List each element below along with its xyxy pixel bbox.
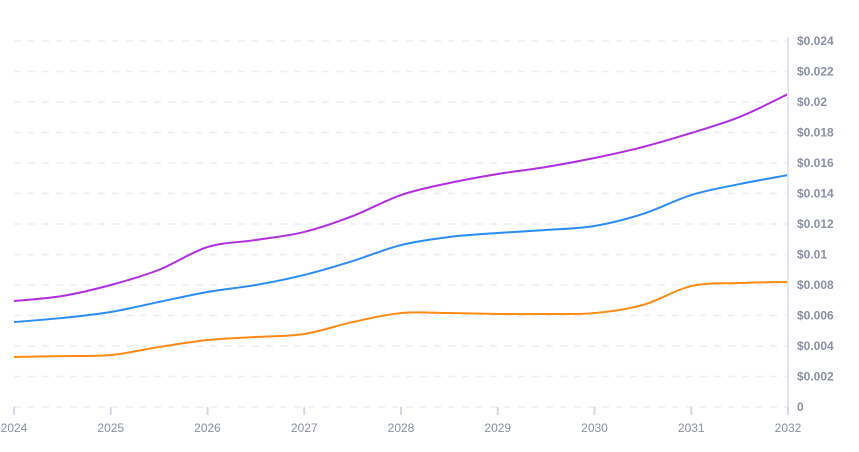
x-tick-label: 2024 bbox=[1, 421, 28, 435]
x-tick-label: 2031 bbox=[678, 421, 705, 435]
y-tick-label: $0.024 bbox=[797, 34, 834, 48]
y-tick-label: $0.006 bbox=[797, 309, 834, 323]
x-tick-label: 2032 bbox=[775, 421, 802, 435]
series-line-3 bbox=[13, 280, 789, 358]
y-tick-label: $0.02 bbox=[797, 95, 827, 109]
x-tick-label: 2027 bbox=[291, 421, 318, 435]
y-tick-label: $0.014 bbox=[797, 187, 834, 201]
series-line-2 bbox=[13, 174, 789, 324]
y-tick-label: $0.016 bbox=[797, 156, 834, 170]
y-tick-label: $0.002 bbox=[797, 370, 834, 384]
y-axis: 0 $0.002 $0.004 $0.006 $0.008 $0.01 $0.012 $0.0… bbox=[787, 34, 834, 414]
x-tick-label: 2026 bbox=[194, 421, 221, 435]
y-tick-label: $0.008 bbox=[797, 278, 834, 292]
series-line-1 bbox=[13, 93, 789, 303]
y-tick-label: $0.018 bbox=[797, 126, 834, 140]
y-tick-label: $0.012 bbox=[797, 217, 834, 231]
y-tick-label: $0.01 bbox=[797, 248, 827, 262]
x-tick-label: 2025 bbox=[97, 421, 124, 435]
y-tick-label: 0 bbox=[797, 400, 804, 414]
x-tick-label: 2030 bbox=[581, 421, 608, 435]
y-tick-label: $0.022 bbox=[797, 65, 834, 79]
x-axis: 2024 2025 2026 2027 2028 2029 2030 2031 2032 bbox=[1, 407, 802, 435]
y-tick-label: $0.004 bbox=[797, 339, 834, 353]
series-lines bbox=[13, 93, 789, 358]
x-tick-label: 2029 bbox=[484, 421, 511, 435]
x-tick-label: 2028 bbox=[388, 421, 415, 435]
gridlines bbox=[14, 40, 788, 408]
